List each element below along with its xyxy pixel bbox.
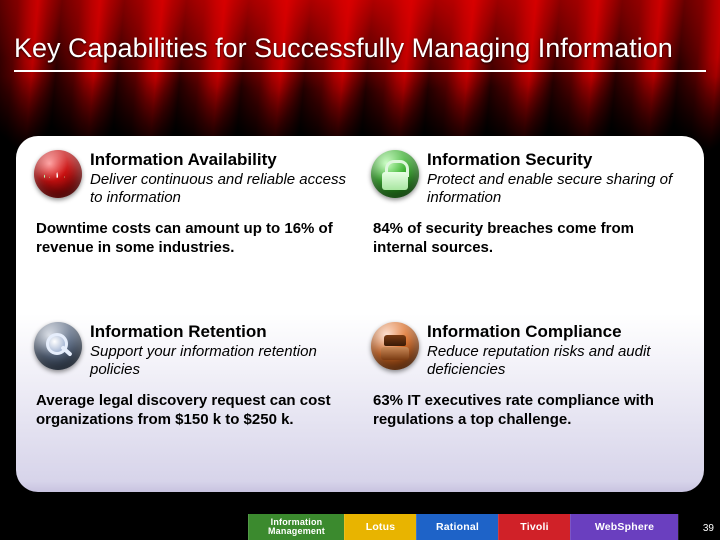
capability-subtitle: Protect and enable secure sharing of inf… — [427, 171, 686, 206]
heartbeat-icon — [34, 150, 82, 198]
capability-compliance: Information Compliance Reduce reputation… — [371, 322, 686, 474]
brand-segment: Lotus — [344, 514, 416, 540]
brand-segment — [0, 514, 248, 540]
capability-stat: Downtime costs can amount up to 16% of r… — [34, 220, 349, 257]
brand-segment: Information Management — [248, 514, 344, 540]
capability-availability: Information Availability Deliver continu… — [34, 150, 349, 302]
capability-retention: Information Retention Support your infor… — [34, 322, 349, 474]
padlock-icon — [371, 150, 419, 198]
capability-title: Information Availability — [90, 150, 349, 170]
capability-subtitle: Support your information retention polic… — [90, 343, 349, 378]
brand-segment: Tivoli — [498, 514, 570, 540]
capability-stat: Average legal discovery request can cost… — [34, 392, 349, 429]
capability-grid: Information Availability Deliver continu… — [34, 150, 686, 474]
capability-title: Information Compliance — [427, 322, 686, 342]
magnifier-icon — [34, 322, 82, 370]
capability-subtitle: Reduce reputation risks and audit defici… — [427, 343, 686, 378]
brand-footer: Information ManagementLotusRationalTivol… — [0, 514, 720, 540]
slide-title: Key Capabilities for Successfully Managi… — [14, 32, 706, 72]
capability-subtitle: Deliver continuous and reliable access t… — [90, 171, 349, 206]
brand-segment: Rational — [416, 514, 498, 540]
capability-title: Information Security — [427, 150, 686, 170]
gavel-icon — [371, 322, 419, 370]
brand-segment: WebSphere — [570, 514, 678, 540]
capability-stat: 84% of security breaches come from inter… — [371, 220, 686, 257]
content-panel: Information Availability Deliver continu… — [16, 136, 704, 492]
capability-stat: 63% IT executives rate compliance with r… — [371, 392, 686, 429]
page-number: 39 — [703, 523, 714, 534]
capability-title: Information Retention — [90, 322, 349, 342]
capability-security: Information Security Protect and enable … — [371, 150, 686, 302]
